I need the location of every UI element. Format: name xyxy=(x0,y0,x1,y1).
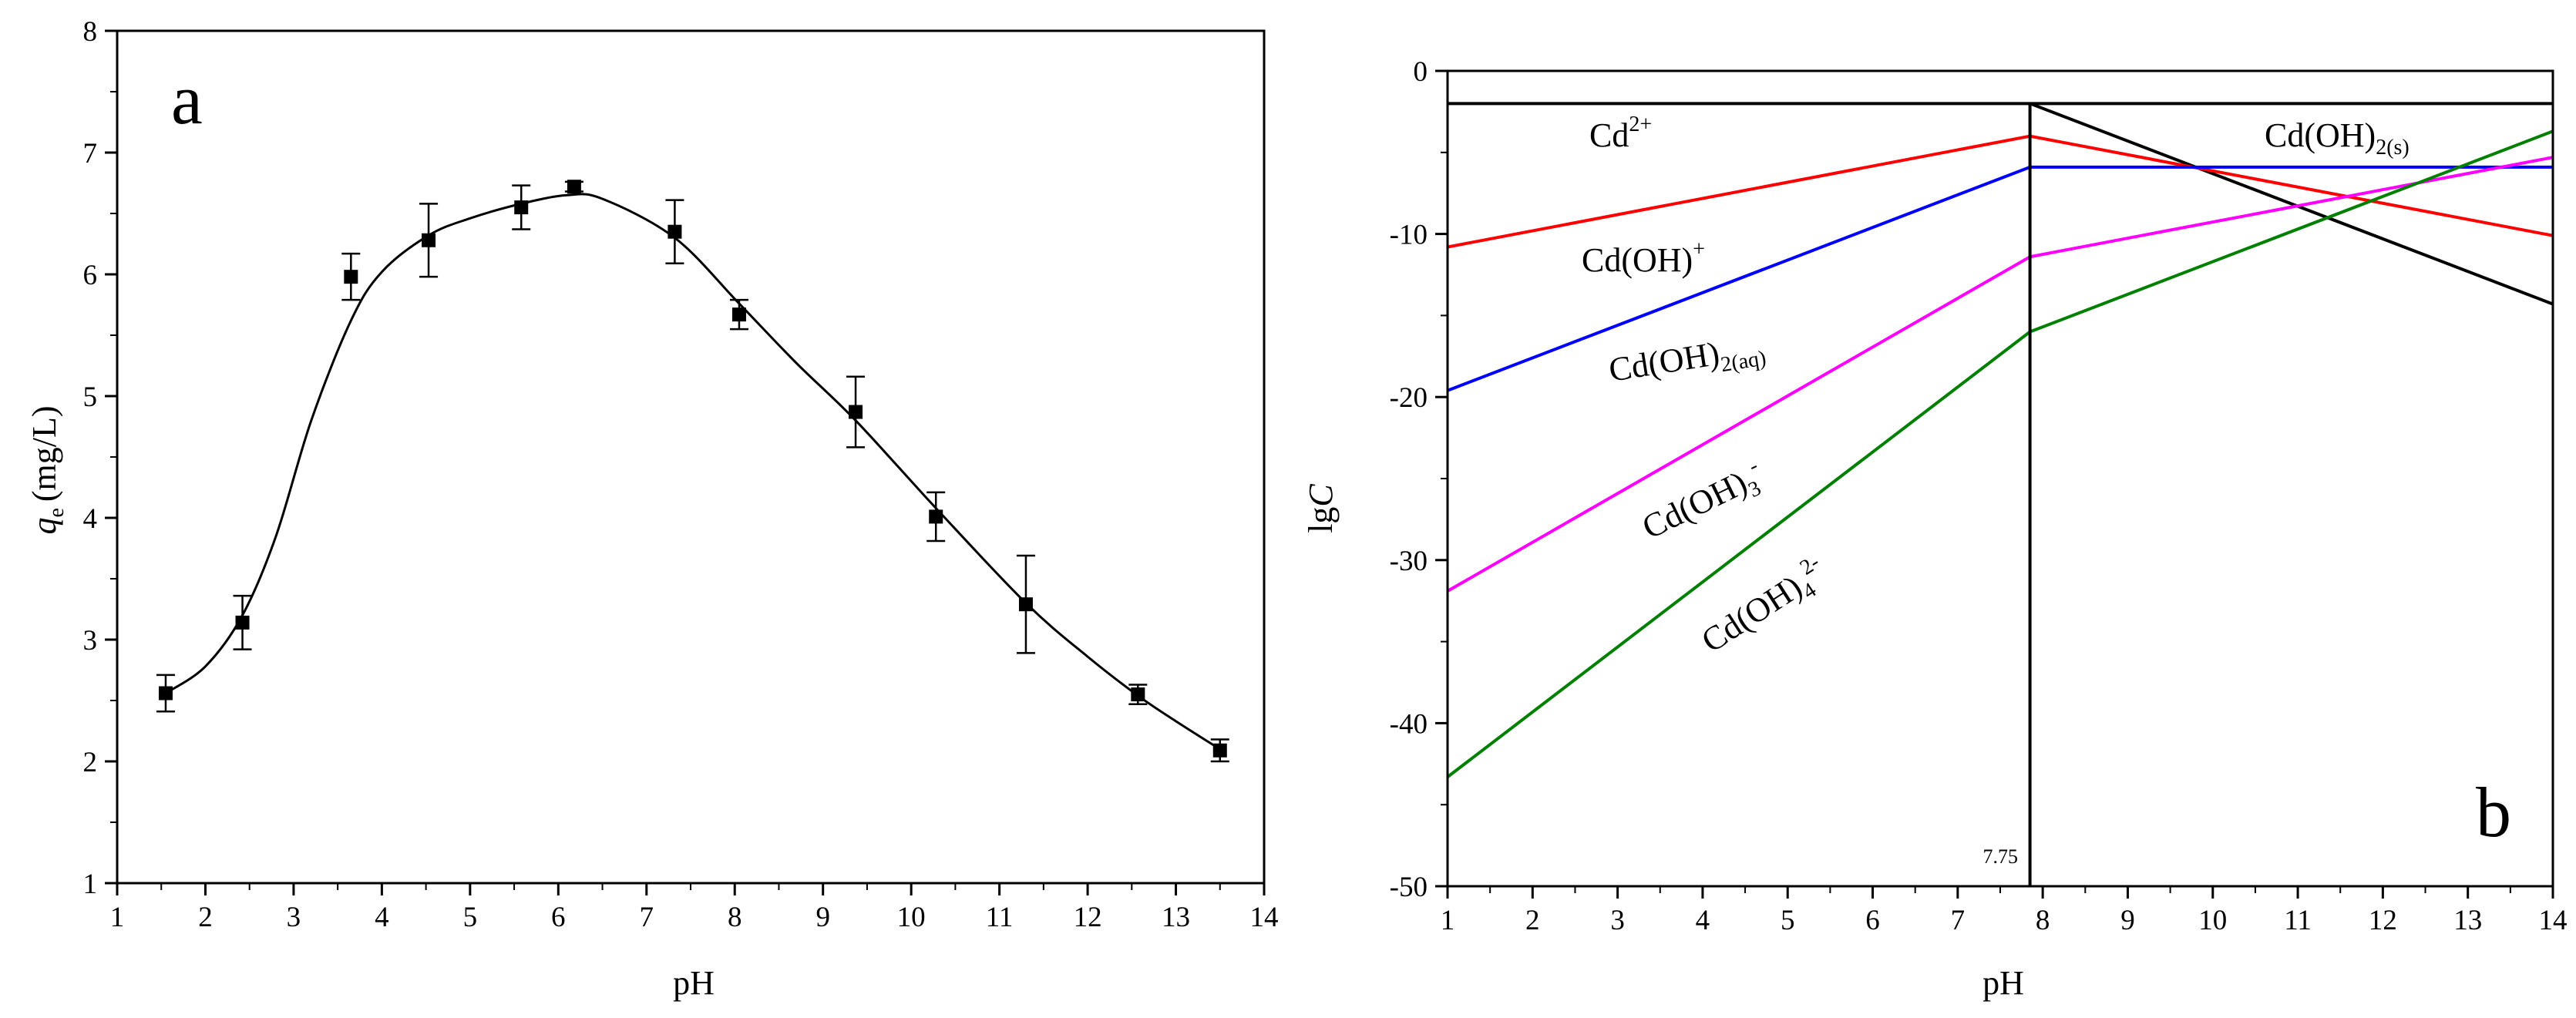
x-tick-label: 5 xyxy=(463,902,478,933)
data-point xyxy=(1212,743,1227,758)
x-tick-label: 6 xyxy=(1865,905,1880,936)
y-tick-label: 7 xyxy=(83,138,98,170)
fit-curve-group xyxy=(165,193,1221,751)
data-point xyxy=(668,224,682,239)
data-point xyxy=(344,270,358,284)
data-point xyxy=(514,200,529,215)
x-tick-label: 4 xyxy=(1696,905,1710,936)
y-tick-label: 0 xyxy=(1414,56,1428,88)
data-point xyxy=(1131,687,1145,702)
y-tick-label: -50 xyxy=(1390,872,1428,903)
label-cdoh4-2minus: Cd(OH)42- xyxy=(1693,550,1835,664)
y-axis-label-c: C xyxy=(1302,484,1340,507)
data-point-group xyxy=(158,180,1227,758)
x-tick-label: 14 xyxy=(2539,905,2568,936)
x-tick-label: 6 xyxy=(551,902,566,933)
y-tick-label: -10 xyxy=(1390,220,1428,251)
x-tick-label: 13 xyxy=(1162,902,1190,933)
data-point xyxy=(1018,597,1033,612)
label-cd2plus: Cd2+ xyxy=(1589,113,1652,154)
plot-frame-a xyxy=(116,29,1266,885)
data-point xyxy=(158,686,173,701)
x-tick-label: 9 xyxy=(816,902,830,933)
y-tick-label: 1 xyxy=(83,868,98,900)
error-bar-group xyxy=(156,180,1229,763)
x-tick-label: 13 xyxy=(2453,905,2482,936)
x-tick-label: 1 xyxy=(110,902,125,933)
x-tick-label: 10 xyxy=(897,902,926,933)
y-axis-label-subscript: e xyxy=(45,508,69,517)
x-axis-label-b: pH xyxy=(1982,964,2024,1002)
x-tick-label: 5 xyxy=(1781,905,1795,936)
y-tick-label: -40 xyxy=(1390,708,1428,740)
y-tick-label: -30 xyxy=(1390,546,1428,577)
y-tick-label: 4 xyxy=(83,503,98,535)
x-tick-label: 8 xyxy=(2036,905,2050,936)
chart-panel-b: 1 2 3 4 5 6 7 8 9 10 11 12 13 14 0-10-20-30-40-50 b 7… xyxy=(1302,56,2568,1002)
species-line xyxy=(2029,102,2554,306)
label-cdoh3-minus: Cd(OH)3- xyxy=(1636,454,1771,551)
x-tick-label: 8 xyxy=(728,902,742,933)
y-axis-label-a: qe (mg/L) xyxy=(25,405,69,534)
x-tick-label: 7 xyxy=(640,902,654,933)
x-tick-label: 12 xyxy=(2369,905,2397,936)
data-point xyxy=(235,615,250,630)
label-cdoh-plus: Cd(OH)+ xyxy=(1582,237,1705,279)
y-tick-label: -20 xyxy=(1390,382,1428,414)
x-tick-label: 3 xyxy=(1610,905,1625,936)
plot-frame-b xyxy=(1446,69,2554,888)
x-tick-label: 12 xyxy=(1074,902,1102,933)
y-axis-ticks: 1 2 3 4 5 6 7 8 xyxy=(83,16,117,900)
y-axis-label-symbol: q xyxy=(25,518,63,535)
y-tick-label: 5 xyxy=(83,381,98,413)
fit-curve xyxy=(165,193,1221,751)
data-point xyxy=(567,180,581,194)
x-tick-label: 4 xyxy=(375,902,389,933)
x-tick-label: 9 xyxy=(2120,905,2135,936)
y-tick-label: 3 xyxy=(83,625,98,657)
label-cdoh2s: Cd(OH)2(s) xyxy=(2265,116,2410,160)
data-point xyxy=(929,509,943,524)
panel-letter-b: b xyxy=(2476,773,2511,852)
svg-text:lgC: lgC xyxy=(1302,484,1340,533)
y-tick-label: 6 xyxy=(83,260,98,291)
x-axis-label-a: pH xyxy=(673,964,715,1002)
boundary-ph-label: 7.75 xyxy=(1983,845,2019,868)
panel-letter-a: a xyxy=(171,60,203,139)
species-line-group xyxy=(1446,102,2554,778)
y-tick-label: 8 xyxy=(83,16,98,48)
label-cdoh2aq: Cd(OH)2(aq) xyxy=(1606,328,1768,395)
y-axis-label-b: lgC xyxy=(1302,484,1340,533)
y-axis-label-lg: lg xyxy=(1302,507,1340,533)
y-axis-label-unit: (mg/L) xyxy=(25,405,63,502)
x-axis-ticks: 1 2 3 4 5 6 7 8 9 10 11 12 13 14 xyxy=(110,883,1279,933)
x-tick-label: 14 xyxy=(1250,902,1279,933)
x-tick-label: 2 xyxy=(1525,905,1540,936)
x-tick-label: 10 xyxy=(2198,905,2227,936)
x-tick-label: 11 xyxy=(2284,905,2312,936)
y-tick-label: 2 xyxy=(83,747,98,778)
x-tick-label: 2 xyxy=(198,902,213,933)
svg-text:qe(mg/L): qe (mg/L) xyxy=(25,405,69,534)
x-tick-label: 1 xyxy=(1441,905,1455,936)
x-tick-label: 7 xyxy=(1951,905,1966,936)
y-axis-ticks-b: 0 -10 -20 -30 -40 -50 xyxy=(1390,56,1448,903)
x-tick-label: 11 xyxy=(986,902,1014,933)
species-line xyxy=(1446,129,2554,778)
data-point xyxy=(422,233,436,247)
x-axis-ticks-b: 1 2 3 4 5 6 7 8 9 10 11 12 13 14 xyxy=(1441,886,2568,936)
data-point xyxy=(731,307,746,322)
data-point xyxy=(849,405,863,419)
x-tick-label: 3 xyxy=(287,902,301,933)
